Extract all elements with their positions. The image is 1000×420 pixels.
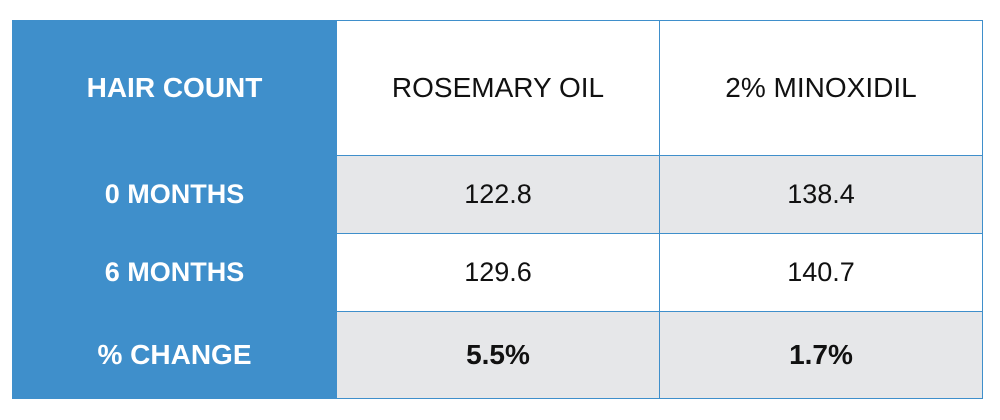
row-label: % CHANGE	[12, 311, 337, 399]
comparison-table: HAIR COUNT ROSEMARY OIL 2% MINOXIDIL 0 M…	[12, 20, 983, 399]
table-cell: 129.6	[336, 233, 660, 312]
row-label: 6 MONTHS	[12, 233, 337, 312]
row-label: 0 MONTHS	[12, 155, 337, 234]
header-cell: ROSEMARY OIL	[336, 20, 660, 156]
header-cell: 2% MINOXIDIL	[659, 20, 983, 156]
table-row: 0 MONTHS 122.8 138.4	[12, 155, 983, 234]
table-cell: 1.7%	[659, 311, 983, 399]
table-cell: 122.8	[336, 155, 660, 234]
table-cell: 138.4	[659, 155, 983, 234]
table-cell: 5.5%	[336, 311, 660, 399]
table-cell: 140.7	[659, 233, 983, 312]
table-row: % CHANGE 5.5% 1.7%	[12, 311, 983, 399]
table-row: 6 MONTHS 129.6 140.7	[12, 233, 983, 312]
header-row: HAIR COUNT ROSEMARY OIL 2% MINOXIDIL	[12, 20, 983, 156]
header-cell: HAIR COUNT	[12, 20, 337, 156]
